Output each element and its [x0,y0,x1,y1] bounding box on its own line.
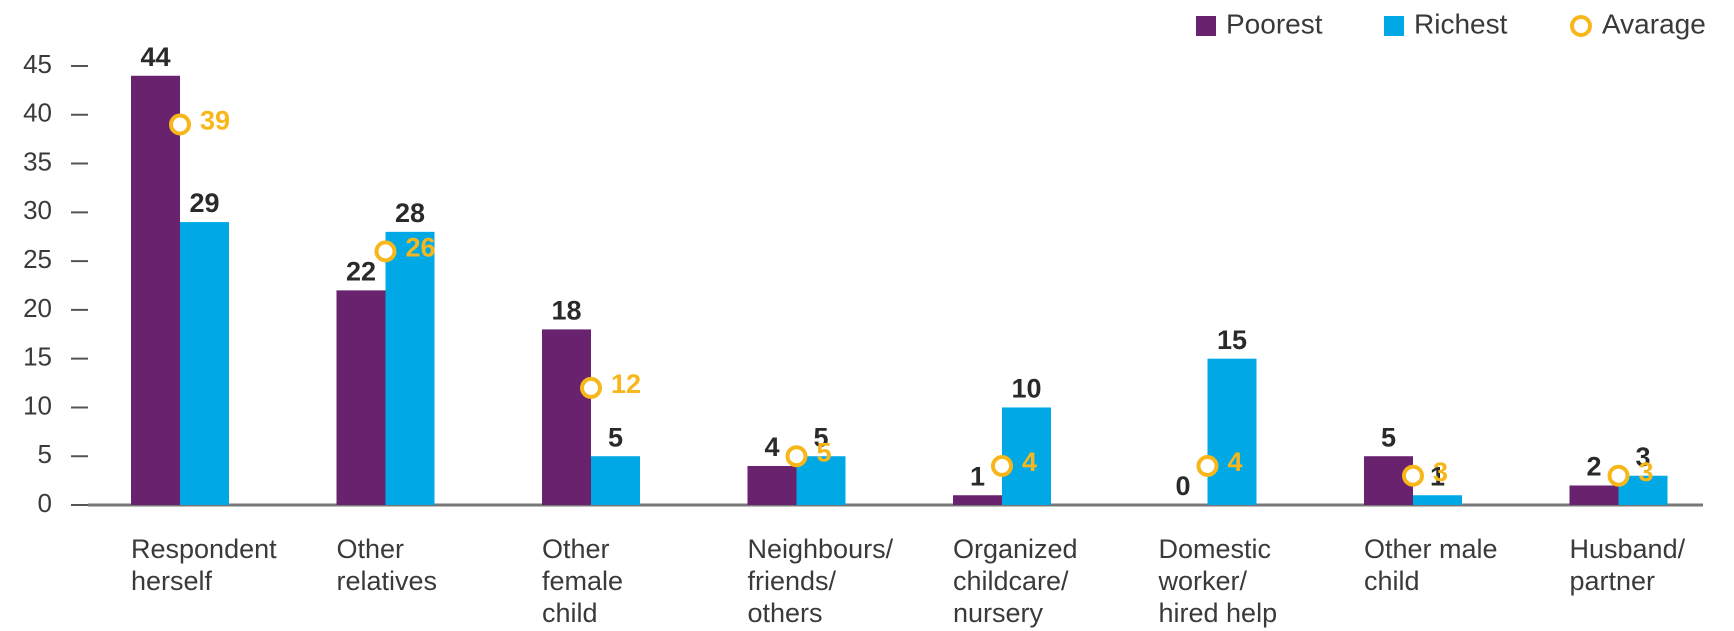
x-tick-label: Organized childcare/ nursery [953,534,1078,628]
average-point [580,376,602,399]
bar [385,231,435,505]
average-point [991,454,1013,477]
data-label: 3 [1635,442,1650,472]
bar [1002,407,1051,505]
average-label: 4 [1228,447,1243,477]
average-label: 12 [611,369,641,399]
bar [131,75,180,505]
legend-label: Poorest [1226,8,1323,39]
x-tick-label: Neighbours/ friends/ others [747,534,894,628]
bar [1413,495,1462,505]
y-tick-label: 20 [23,293,52,323]
y-tick-label: 25 [23,244,52,274]
bar [1569,485,1619,505]
y-tick-label: 5 [38,439,52,469]
average-label: 5 [817,437,832,467]
average-point [1402,464,1424,487]
legend-marker [1196,16,1216,36]
average-label: 39 [200,106,230,136]
y-tick-label: 35 [23,146,52,176]
data-label: 15 [1217,325,1247,355]
x-tick-label: Husband/ partner [1569,534,1686,596]
bar [747,465,797,505]
data-label: 0 [1175,471,1190,501]
legend-label: Avarage [1602,8,1706,39]
average-label: 3 [1639,457,1654,487]
x-tick-label: Other female child [542,534,624,628]
average-point [374,240,397,263]
data-label: 29 [189,188,219,218]
x-tick-label: Respondent herself [131,534,277,596]
y-tick-label: 15 [23,342,52,372]
average-point [1607,464,1630,487]
bar [591,456,640,505]
legend-marker [1384,16,1404,36]
legend-label: Richest [1414,8,1508,39]
bar [1207,358,1257,505]
average-label: 3 [1433,457,1448,487]
data-label: 1 [1430,461,1445,491]
data-label: 5 [813,422,828,452]
data-label: 5 [1381,422,1396,452]
data-label: 1 [970,461,985,491]
average-point [785,445,808,468]
data-label: 10 [1011,374,1041,404]
x-tick-label: Other male child [1364,534,1498,596]
y-tick-label: 40 [23,98,52,128]
bar [953,495,1002,505]
y-tick-label: 30 [23,195,52,225]
data-label: 5 [608,422,623,452]
data-label: 28 [395,198,425,228]
average-point [169,113,191,136]
data-label: 22 [346,257,376,287]
y-tick-label: 10 [23,390,52,420]
data-label: 18 [551,296,581,326]
bar [336,290,386,505]
x-tick-label: Domestic worker/ hired help [1158,534,1278,628]
bar [180,222,229,506]
x-tick-label: Other relatives [336,534,438,596]
y-tick-label: 45 [23,49,52,79]
average-label: 26 [406,232,436,262]
data-label: 2 [1586,452,1601,482]
average-point [1196,454,1219,477]
data-label: 44 [140,42,170,72]
legend-marker [1570,15,1592,37]
bar [796,456,846,505]
y-tick-label: 0 [38,488,52,518]
bar [542,329,591,505]
average-label: 4 [1022,447,1037,477]
data-label: 4 [764,432,779,462]
